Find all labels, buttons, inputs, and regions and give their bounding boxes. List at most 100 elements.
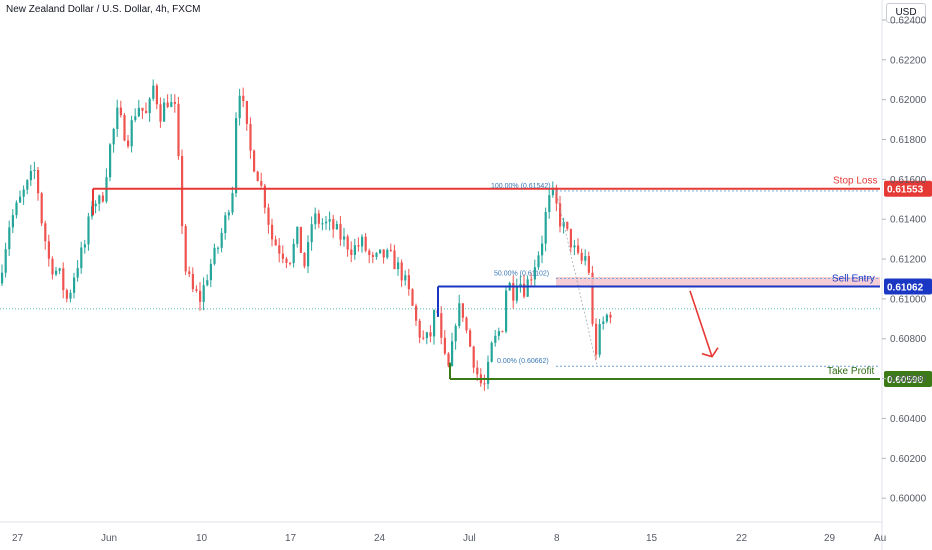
x-tick-label: 24 bbox=[374, 533, 386, 544]
candle-body bbox=[166, 102, 169, 107]
candle-body bbox=[159, 104, 162, 122]
candle-body bbox=[350, 249, 353, 255]
candle-body bbox=[447, 353, 450, 367]
candle-body bbox=[101, 195, 104, 202]
candle-body bbox=[609, 314, 612, 318]
candle-body bbox=[256, 171, 259, 182]
candle-body bbox=[533, 267, 536, 280]
candle-body bbox=[267, 207, 270, 225]
candle-body bbox=[566, 221, 569, 229]
take-profit-price-tag-bg bbox=[884, 370, 932, 387]
candle-body bbox=[69, 292, 72, 299]
candle-body bbox=[307, 242, 310, 267]
candle-body bbox=[400, 262, 403, 281]
candle-body bbox=[217, 247, 220, 249]
candle-body bbox=[512, 282, 515, 301]
candle-body bbox=[418, 320, 421, 338]
y-tick-label: 0.62000 bbox=[890, 95, 927, 106]
candle-body bbox=[595, 323, 598, 355]
candle-body bbox=[123, 115, 126, 141]
candle-body bbox=[134, 116, 137, 121]
candle-body bbox=[191, 273, 194, 290]
y-tick-label: 0.61000 bbox=[890, 294, 927, 305]
candle-body bbox=[148, 98, 151, 114]
y-tick-label: 0.60800 bbox=[890, 334, 927, 345]
x-tick-label: Jul bbox=[463, 533, 476, 544]
candle-body bbox=[285, 258, 288, 263]
candle-body bbox=[440, 313, 443, 338]
candle-body bbox=[487, 361, 490, 384]
candle-body bbox=[119, 107, 122, 116]
take-profit-label: Take Profit bbox=[827, 366, 874, 377]
candle-body bbox=[206, 280, 209, 286]
candle-body bbox=[109, 144, 112, 178]
candle-body bbox=[314, 213, 317, 225]
stop-loss-price-tag: 0.61553 bbox=[887, 185, 924, 196]
candle-body bbox=[130, 120, 133, 147]
candle-body bbox=[249, 123, 252, 151]
candle-body bbox=[163, 102, 166, 122]
candle-body bbox=[537, 255, 540, 268]
candle-body bbox=[526, 279, 529, 297]
x-tick-label: 17 bbox=[285, 533, 297, 544]
candle-body bbox=[393, 250, 396, 270]
candle-body bbox=[569, 228, 572, 248]
candle-body bbox=[461, 303, 464, 318]
fib-label: 50.00% (0.61102) bbox=[494, 271, 549, 278]
candle-body bbox=[245, 101, 248, 124]
candle-body bbox=[501, 331, 504, 333]
y-tick-label: 0.60400 bbox=[890, 414, 927, 425]
candle-body bbox=[299, 226, 302, 253]
candle-body bbox=[310, 224, 313, 243]
candle-body bbox=[141, 107, 144, 111]
candle-body bbox=[73, 277, 76, 293]
candle-body bbox=[224, 215, 227, 234]
overlays: Stop Loss 0.61553 Sell Entry 0.61062 Take Pr… bbox=[0, 176, 932, 387]
candle-body bbox=[407, 275, 410, 290]
candle-body bbox=[371, 255, 374, 257]
y-tick-label: 0.62200 bbox=[890, 55, 927, 66]
candle-body bbox=[98, 195, 101, 204]
candle-body bbox=[209, 263, 212, 281]
candle-body bbox=[425, 332, 428, 339]
candle-body bbox=[465, 317, 468, 331]
candle-body bbox=[443, 337, 446, 354]
candle-body bbox=[173, 101, 176, 104]
candle-body bbox=[397, 262, 400, 270]
candle-body bbox=[44, 223, 47, 242]
candle-body bbox=[364, 236, 367, 251]
sell-entry-price-tag-bg bbox=[884, 278, 932, 295]
candle-body bbox=[181, 156, 184, 227]
currency-button[interactable]: USD bbox=[886, 3, 926, 23]
candle-body bbox=[51, 258, 54, 275]
candle-body bbox=[213, 247, 216, 264]
x-tick-label: Au bbox=[874, 533, 886, 544]
y-tick-label: 0.61200 bbox=[890, 255, 927, 266]
candle-body bbox=[62, 268, 65, 291]
candle-body bbox=[87, 216, 90, 245]
candle-body bbox=[231, 193, 234, 213]
candle-body bbox=[76, 268, 79, 278]
candle-body bbox=[292, 243, 295, 264]
candle-body bbox=[469, 330, 472, 347]
candle-body bbox=[227, 212, 230, 216]
candle-body bbox=[281, 253, 284, 259]
candle-body bbox=[145, 110, 148, 114]
x-tick-label: 22 bbox=[736, 533, 748, 544]
sell-zone bbox=[556, 276, 880, 287]
candle-body bbox=[55, 270, 58, 275]
x-tick-label: 8 bbox=[554, 533, 560, 544]
candle-body bbox=[274, 239, 277, 246]
candle-body bbox=[253, 150, 256, 172]
candle-body bbox=[497, 331, 500, 336]
candle-body bbox=[361, 236, 364, 247]
candle-body bbox=[155, 85, 158, 105]
candle-body bbox=[29, 170, 32, 181]
y-tick-label: 0.60000 bbox=[890, 494, 927, 505]
candle-body bbox=[184, 226, 187, 272]
candle-body bbox=[58, 268, 61, 271]
candle-body bbox=[368, 250, 371, 256]
candle-body bbox=[317, 213, 320, 224]
candle-body bbox=[303, 252, 306, 267]
